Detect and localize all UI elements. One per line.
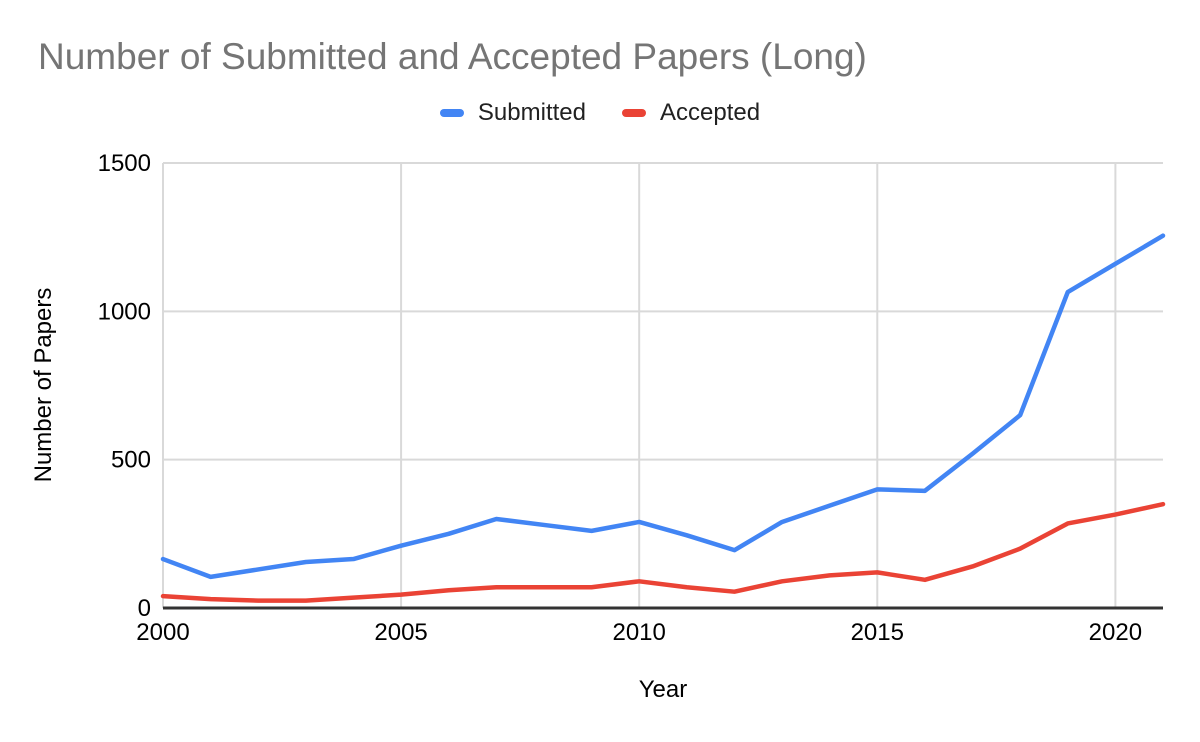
chart-legend: Submitted Accepted bbox=[0, 98, 1200, 128]
chart-title: Number of Submitted and Accepted Papers … bbox=[38, 36, 867, 77]
legend-label-submitted: Submitted bbox=[477, 99, 586, 126]
y-axis-title: Number of Papers bbox=[30, 287, 57, 483]
y-tick-label-500: 500 bbox=[111, 447, 151, 474]
legend-item-accepted: Accepted bbox=[621, 99, 761, 127]
x-tick-label-2020: 2020 bbox=[1089, 619, 1142, 646]
x-tick-label-2015: 2015 bbox=[851, 619, 904, 646]
submitted-line bbox=[160, 233, 1166, 580]
submitted-series-swatch-icon bbox=[439, 109, 464, 117]
x-tick-label-2000: 2000 bbox=[136, 619, 189, 646]
x-axis-title: Year bbox=[638, 676, 688, 703]
y-tick-label-1000: 1000 bbox=[98, 298, 151, 325]
accepted-line bbox=[160, 501, 1166, 603]
x-tick-label-2005: 2005 bbox=[374, 619, 427, 646]
legend-label-accepted: Accepted bbox=[659, 99, 761, 126]
y-tick-label-1500: 1500 bbox=[98, 150, 151, 177]
legend-item-submitted: Submitted bbox=[439, 99, 586, 127]
y-tick-label-0: 0 bbox=[138, 595, 151, 622]
x-tick-label-2010: 2010 bbox=[612, 619, 665, 646]
accepted-series-swatch-icon bbox=[621, 109, 646, 117]
